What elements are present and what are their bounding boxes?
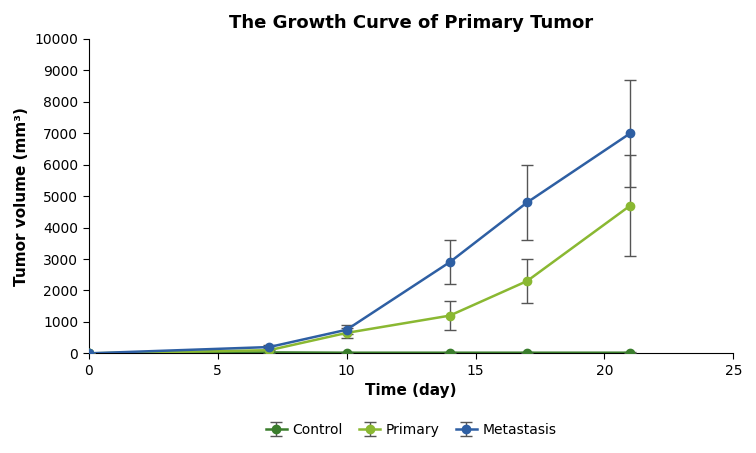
X-axis label: Time (day): Time (day) <box>365 383 457 398</box>
Y-axis label: Tumor volume (mm³): Tumor volume (mm³) <box>14 107 29 285</box>
Legend: Control, Primary, Metastasis: Control, Primary, Metastasis <box>265 423 556 437</box>
Title: The Growth Curve of Primary Tumor: The Growth Curve of Primary Tumor <box>229 14 593 32</box>
